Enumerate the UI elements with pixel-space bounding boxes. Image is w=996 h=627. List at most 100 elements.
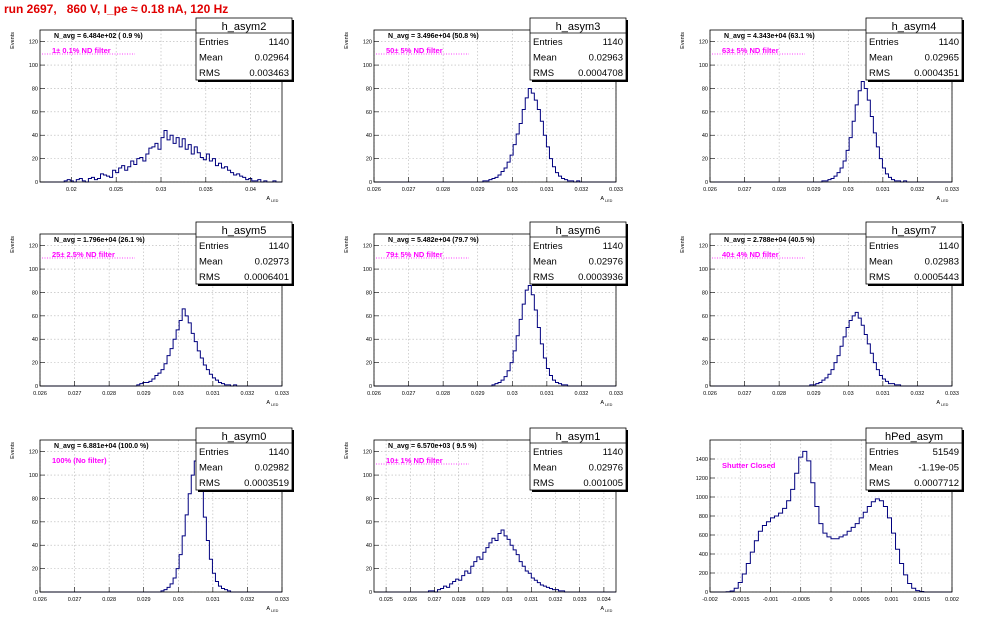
stats-box-frame [865,427,963,491]
x-tick-label: 0.025 [109,187,123,193]
stats-value: 51549 [933,447,959,458]
x-axis-label: A [266,400,270,406]
filter-label: 25± 2.5% ND filter [52,250,115,259]
stats-value: 1140 [269,241,289,252]
x-tick-label: 0.03 [173,597,184,603]
y-tick-label: 600 [699,533,708,539]
x-tick-label: 0.033 [573,597,587,603]
y-tick-label: 800 [699,514,708,520]
y-tick-label: 80 [32,86,38,92]
y-tick-label: 0 [35,180,38,186]
y-tick-label: 80 [702,86,708,92]
plot-frame [709,29,953,183]
stats-box-frame [529,221,627,285]
y-tick-label: 0 [369,590,372,596]
x-tick-label: 0.03 [843,187,854,193]
x-tick-label: 0.027 [402,187,416,193]
filter-label: 79± 5% ND filter [386,250,443,259]
y-tick-label: 0 [705,180,708,186]
x-axis-label: A [600,196,604,202]
x-tick-label: 0.03 [843,391,854,397]
y-tick-label: 80 [32,290,38,296]
y-tick-label: 100 [363,63,372,69]
x-tick-label: 0.0015 [913,597,930,603]
x-tick-label: 0.029 [476,597,490,603]
y-tick-label: 60 [32,314,38,320]
y-tick-label: 40 [366,133,372,139]
x-tick-label: 0.031 [876,391,890,397]
y-tick-label: 20 [366,567,372,573]
x-tick-label: 0.027 [738,187,752,193]
y-tick-label: 1400 [696,457,708,463]
stats-value: 1140 [269,447,289,458]
y-tick-label: 0 [705,590,708,596]
x-tick-label: 0.028 [772,187,786,193]
stats-value: 0.003463 [249,68,289,79]
stats-label: RMS [869,478,890,489]
x-tick-label: 0.032 [911,187,925,193]
x-tick-label: 0.02 [66,187,77,193]
x-tick-label: 0.028 [452,597,466,603]
plot-frame [39,439,283,593]
stats-box-frame [865,17,963,81]
stats-label: RMS [199,272,220,283]
stats-label: Entries [533,241,563,252]
filter-label: 40± 4% ND filter [722,250,779,259]
y-tick-label: 20 [32,157,38,163]
x-tick-label: 0.029 [471,187,485,193]
y-tick-label: 80 [366,86,372,92]
x-tick-label: -0.0015 [731,597,750,603]
y-tick-label: 40 [32,133,38,139]
x-tick-label: 0.028 [772,391,786,397]
x-tick-label: 0.028 [102,597,116,603]
histogram-line [40,308,282,387]
stats-value: 1140 [939,37,959,48]
page-title: run 2697, 860 V, I_pe ≈ 0.18 nA, 120 Hz [4,2,229,16]
x-tick-label: 0.0005 [853,597,870,603]
y-tick-label: 80 [702,290,708,296]
stats-box-frame [529,427,627,491]
x-axis-label: A [600,400,604,406]
x-tick-label: -0.0005 [791,597,810,603]
stats-label: Mean [533,463,557,474]
plot-frame [373,233,617,387]
y-tick-label: 100 [699,267,708,273]
x-tick-label: 0.026 [33,597,47,603]
stats-label: Mean [199,463,223,474]
stats-value: 0.02963 [589,53,623,64]
stats-label: RMS [533,68,554,79]
y-tick-label: 60 [366,110,372,116]
stats-box-frame [529,17,627,81]
x-axis-label: A [936,196,940,202]
plot-frame [373,29,617,183]
histogram-h_asym7: 0.026 0.027 0.028 0.029 0.03 0.031 0.032 0.033 0… [680,221,964,407]
stats-label: RMS [199,478,220,489]
x-tick-label: 0.03 [156,187,167,193]
stats-value: 1140 [269,37,289,48]
y-tick-label: 0 [369,384,372,390]
filter-label: 1± 0.1% ND filter [52,46,111,55]
y-tick-label: 120 [29,40,38,46]
y-tick-label: 80 [366,496,372,502]
x-axis-label-sub: LED [605,609,613,613]
x-tick-label: 0.002 [945,597,959,603]
stats-value: 0.0005443 [914,272,959,283]
y-tick-label: 100 [363,267,372,273]
stats-value: 0.02973 [255,257,289,268]
y-tick-label: 80 [32,496,38,502]
stats-value: 0.0003936 [578,272,623,283]
x-axis-label-sub: LED [271,403,279,407]
histogram-line [710,450,952,593]
stats-label: Entries [199,37,229,48]
stats-label: RMS [199,68,220,79]
y-tick-label: 20 [702,361,708,367]
plot-frame [373,439,617,593]
stats-label: Entries [869,37,899,48]
stats-value: 1140 [603,447,623,458]
plot-frame [39,233,283,387]
y-tick-label: 20 [32,567,38,573]
y-tick-label: 120 [699,244,708,250]
y-tick-label: 60 [32,110,38,116]
y-tick-label: 120 [29,450,38,456]
